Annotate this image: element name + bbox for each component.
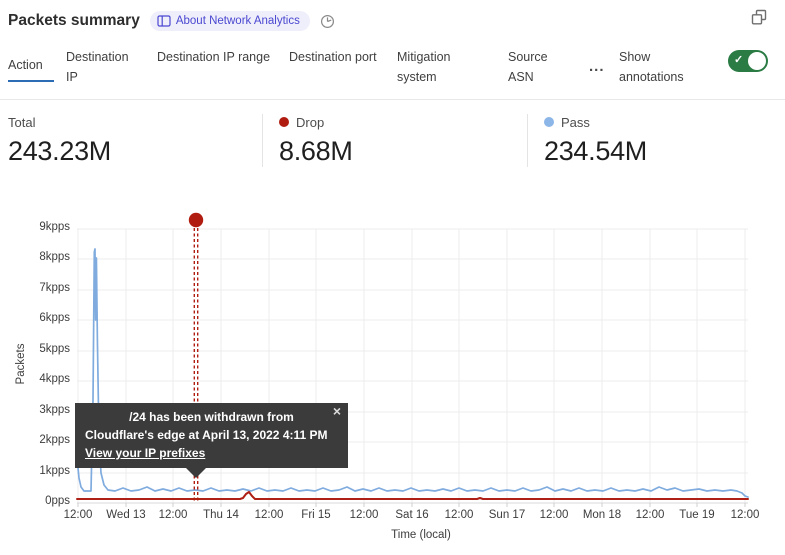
tooltip-caret <box>185 467 207 478</box>
tab-destination-port[interactable]: Destination port <box>289 50 377 64</box>
y-tick: 2kpps <box>39 434 70 446</box>
stat-drop-label: Drop <box>296 114 325 130</box>
y-tick: 5kpps <box>39 343 70 355</box>
tab-destination-ip[interactable]: Destination IP <box>66 50 129 84</box>
x-tick: Tue 19 <box>679 509 715 521</box>
x-tick: Fri 15 <box>301 509 331 521</box>
summary-stats: Total 243.23M Drop 8.68M Pass 234.54M <box>0 100 785 167</box>
tabs-divider <box>0 99 785 100</box>
stat-drop-value: 8.68M <box>279 136 353 166</box>
x-tick: 12:00 <box>635 509 665 521</box>
annotation-dot[interactable] <box>188 212 204 228</box>
about-network-analytics-badge[interactable]: About Network Analytics <box>149 11 310 31</box>
tab-destination-ip-range[interactable]: Destination IP range <box>157 50 271 64</box>
drop-dot <box>279 117 289 127</box>
y-tick: 4kpps <box>39 373 70 385</box>
y-tick: 9kpps <box>39 221 70 233</box>
stat-total: Total 243.23M <box>8 114 262 167</box>
x-tick: 12:00 <box>444 509 474 521</box>
stat-pass-label: Pass <box>561 114 590 130</box>
y-tick: 8kpps <box>39 251 70 263</box>
close-icon[interactable]: × <box>332 403 341 419</box>
x-tick: 12:00 <box>539 509 569 521</box>
clock-icon[interactable] <box>320 14 335 29</box>
y-tick: 3kpps <box>39 404 70 416</box>
x-tick: 12:00 <box>349 509 379 521</box>
x-tick: 12:00 <box>254 509 284 521</box>
tab-mitigation-system[interactable]: Mitigation system <box>397 50 451 84</box>
tab-action[interactable]: Action <box>8 55 54 82</box>
stat-total-label: Total <box>8 114 36 130</box>
about-badge-label: About Network Analytics <box>175 15 300 27</box>
tabs-overflow-icon[interactable]: ... <box>589 58 605 75</box>
stat-drop: Drop 8.68M <box>262 114 527 167</box>
y-tick: 1kpps <box>39 465 70 477</box>
page-title: Packets summary <box>8 12 140 29</box>
y-tick: 7kpps <box>39 282 70 294</box>
check-icon: ✓ <box>734 54 744 66</box>
popout-icon[interactable] <box>751 9 768 31</box>
x-tick: 12:00 <box>730 509 760 521</box>
dimension-tabs: Action Destination IP Destination IP ran… <box>0 32 785 87</box>
pass-dot <box>544 117 554 127</box>
x-axis-title: Time (local) <box>391 529 451 541</box>
x-tick: Thu 14 <box>203 509 239 521</box>
panel-header: Packets summary About Network Analytics <box>0 0 785 32</box>
tooltip-text-line1: /24 has been withdrawn from <box>129 410 294 424</box>
stat-pass-value: 234.54M <box>544 136 647 166</box>
show-annotations-toggle[interactable]: ✓ <box>728 50 768 72</box>
x-tick: 12:00 <box>158 509 188 521</box>
stat-total-value: 243.23M <box>8 136 111 166</box>
toggle-knob <box>748 52 766 70</box>
x-tick: Sun 17 <box>488 509 526 521</box>
y-tick: 0pps <box>45 495 70 507</box>
tab-source-asn[interactable]: Source ASN <box>508 50 548 84</box>
pass-line <box>76 248 749 498</box>
view-ip-prefixes-link[interactable]: View your IP prefixes <box>85 446 206 460</box>
drop-line <box>76 491 749 500</box>
show-annotations-label: Show annotations <box>619 50 684 84</box>
stat-pass: Pass 234.54M <box>527 114 657 167</box>
book-icon <box>157 15 171 27</box>
x-tick: 12:00 <box>63 509 93 521</box>
tooltip-text-line2: Cloudflare's edge at April 13, 2022 4:11… <box>85 428 328 442</box>
x-tick: Sat 16 <box>395 509 429 521</box>
x-axis-ticks <box>77 503 746 507</box>
x-tick: Mon 18 <box>582 509 622 521</box>
y-tick: 6kpps <box>39 312 70 324</box>
annotation-tooltip: × /24 has been withdrawn from Cloudflare… <box>75 403 348 468</box>
x-tick: Wed 13 <box>106 509 146 521</box>
